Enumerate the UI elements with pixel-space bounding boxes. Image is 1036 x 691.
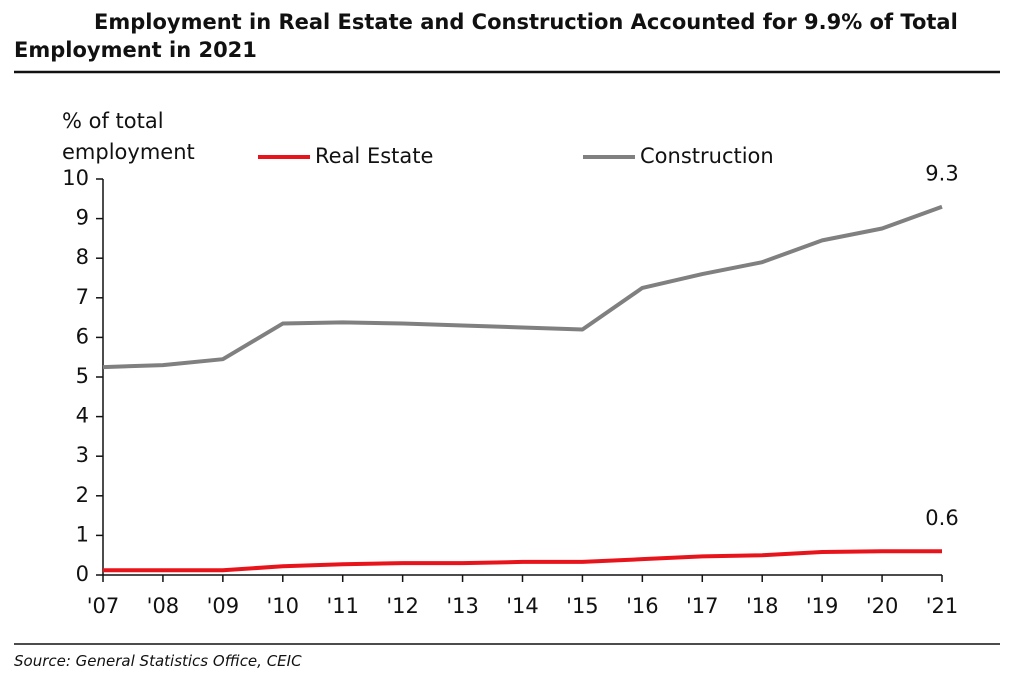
x-tick-label: '17 [686, 594, 719, 618]
x-tick-label: '21 [926, 594, 959, 618]
x-tick-label: '19 [806, 594, 839, 618]
series-line [102, 204, 943, 370]
x-tick-label: '10 [267, 594, 300, 618]
series-line [103, 549, 942, 573]
y-tick-label: 6 [76, 324, 89, 348]
x-tick-label: '08 [147, 594, 180, 618]
x-tick-label: '07 [87, 594, 120, 618]
x-tick-label: '14 [506, 594, 539, 618]
x-tick-label: '12 [386, 594, 419, 618]
y-tick-label: 10 [62, 166, 89, 190]
y-tick-label: 0 [76, 562, 89, 586]
x-tick-label: '09 [207, 594, 240, 618]
y-axis-label: % of total employment [62, 109, 195, 164]
legend-label: Real Estate [315, 144, 433, 168]
legend-label: Construction [640, 144, 774, 168]
y-tick-label: 2 [76, 483, 89, 507]
y-tick-label: 3 [76, 443, 89, 467]
x-tick-label: '20 [866, 594, 899, 618]
x-tick-label: '11 [326, 594, 359, 618]
y-tick-label: 9 [76, 206, 89, 230]
x-tick-label: '13 [446, 594, 479, 618]
y-tick-label: 7 [76, 285, 89, 309]
source: Source: General Statistics Office, CEIC [14, 652, 302, 670]
end-value-label: 0.6 [925, 506, 958, 530]
y-tick-label: 1 [76, 522, 89, 546]
end-value-label: 9.3 [925, 162, 958, 186]
x-tick-label: '15 [566, 594, 599, 618]
y-tick-label: 4 [76, 404, 89, 428]
chart-title: Employment in Real Estate and Constructi… [14, 10, 958, 62]
y-tick-label: 5 [76, 364, 89, 388]
x-tick-label: '18 [746, 594, 779, 618]
x-tick-label: '16 [626, 594, 659, 618]
y-tick-label: 8 [76, 245, 89, 269]
